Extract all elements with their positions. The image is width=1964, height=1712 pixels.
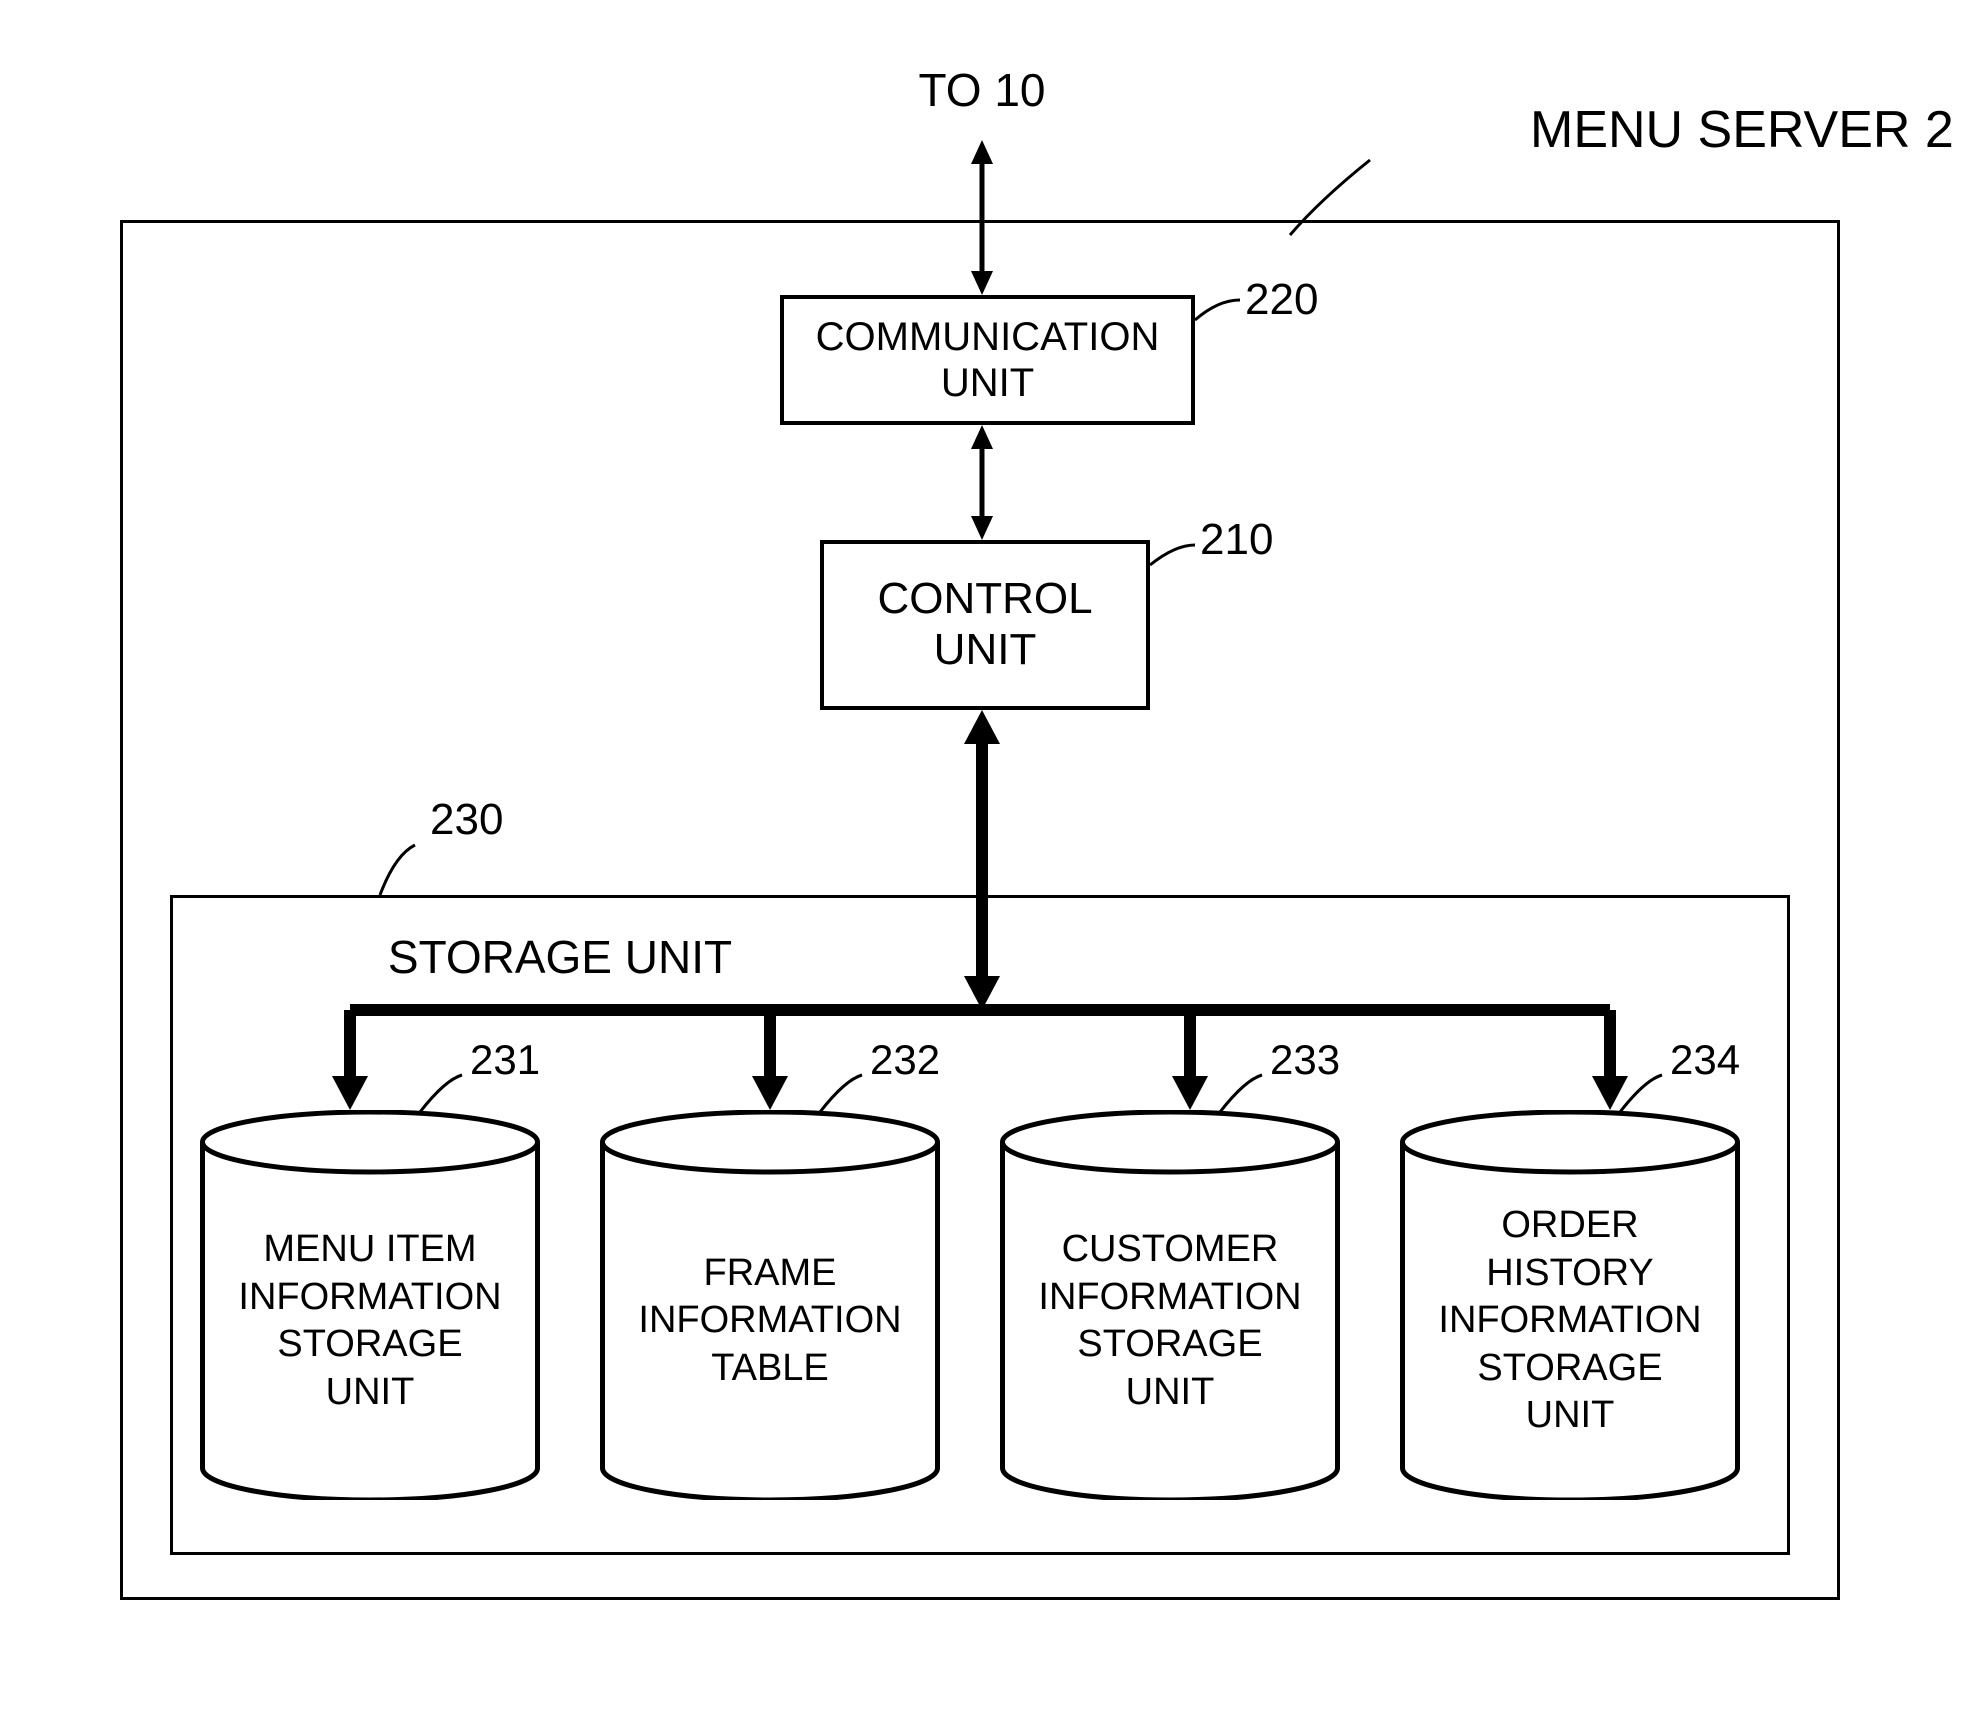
cylinder-233-label: CUSTOMER INFORMATION STORAGE UNIT xyxy=(1000,1174,1340,1468)
storage-unit-label: STORAGE UNIT xyxy=(388,930,732,984)
cylinder-234-label: ORDER HISTORY INFORMATION STORAGE UNIT xyxy=(1400,1174,1740,1468)
cylinder-232-label: FRAME INFORMATION TABLE xyxy=(600,1174,940,1468)
cylinder-231-label: MENU ITEM INFORMATION STORAGE UNIT xyxy=(200,1174,540,1468)
ref-233-label: 233 xyxy=(1270,1036,1340,1084)
cylinder-231: MENU ITEM INFORMATION STORAGE UNIT xyxy=(200,1110,540,1500)
ref-230-label: 230 xyxy=(430,795,503,845)
control-unit-label: CONTROL UNIT xyxy=(877,574,1092,675)
diagram-stage: TO 10 MENU SERVER 2 COMMUNICATION UNIT 2… xyxy=(0,0,1964,1712)
control-unit-box: CONTROL UNIT xyxy=(820,540,1150,710)
cylinder-234: ORDER HISTORY INFORMATION STORAGE UNIT xyxy=(1400,1110,1740,1500)
cylinder-232: FRAME INFORMATION TABLE xyxy=(600,1110,940,1500)
communication-unit-label: COMMUNICATION UNIT xyxy=(816,314,1160,406)
ref-234-label: 234 xyxy=(1670,1036,1740,1084)
cylinder-233: CUSTOMER INFORMATION STORAGE UNIT xyxy=(1000,1110,1340,1500)
ref-220-label: 220 xyxy=(1245,275,1318,325)
to-10-label: TO 10 xyxy=(919,63,1046,117)
menu-server-title: MENU SERVER 2 xyxy=(1530,100,1954,160)
ref-232-label: 232 xyxy=(870,1036,940,1084)
ref-210-label: 210 xyxy=(1200,515,1273,565)
communication-unit-box: COMMUNICATION UNIT xyxy=(780,295,1195,425)
ref-231-label: 231 xyxy=(470,1036,540,1084)
